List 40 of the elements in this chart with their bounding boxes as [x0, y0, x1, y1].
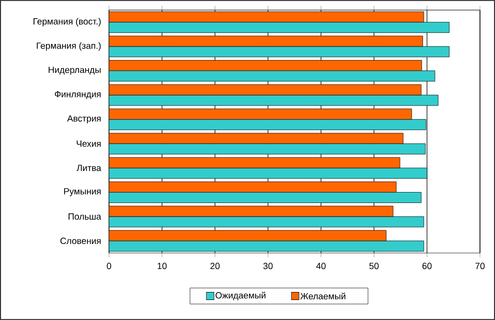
y-tick-label: Австрия: [67, 115, 101, 124]
bar: [109, 168, 428, 179]
x-tick-label: 60: [422, 262, 432, 270]
legend-label: Ожидаемый: [216, 292, 266, 300]
x-tick-label: 0: [106, 262, 112, 270]
bar: [109, 84, 422, 96]
y-tick-label: Литва: [76, 164, 102, 172]
bar: [109, 70, 436, 82]
bar: [109, 157, 400, 168]
y-tick-label: Чехия: [76, 140, 101, 147]
bar: [109, 36, 423, 47]
y-tick-label: Германия (вост.): [34, 18, 101, 26]
bar: [109, 22, 450, 33]
x-tick-label: 20: [210, 262, 220, 270]
bar: [109, 12, 424, 22]
bar: [109, 119, 426, 130]
bar: [109, 143, 426, 154]
y-tick-label: Нидерланды: [48, 66, 101, 75]
bar: [109, 60, 422, 71]
bar: [109, 182, 396, 192]
x-tick-label: 30: [263, 262, 273, 270]
bar: [109, 230, 386, 242]
legend-label: Желаемый: [300, 292, 346, 300]
x-tick-label: 40: [316, 262, 326, 270]
y-tick-label: Финляндия: [54, 91, 101, 100]
y-tick-label: Германия (зап.): [36, 42, 101, 51]
bar: [109, 206, 394, 217]
bar: [109, 94, 438, 106]
bar: [109, 216, 424, 228]
bar: [109, 192, 422, 203]
y-tick-label: Румыния: [64, 188, 101, 196]
bar: [109, 108, 412, 120]
bar: [109, 240, 424, 252]
y-tick-label: Польша: [68, 213, 102, 220]
x-tick-label: 70: [475, 262, 485, 270]
bar: [109, 132, 404, 144]
x-tick-label: 10: [158, 262, 167, 270]
bar: [109, 46, 450, 58]
x-tick-label: 50: [369, 262, 379, 270]
y-tick-label: Словения: [60, 238, 101, 244]
